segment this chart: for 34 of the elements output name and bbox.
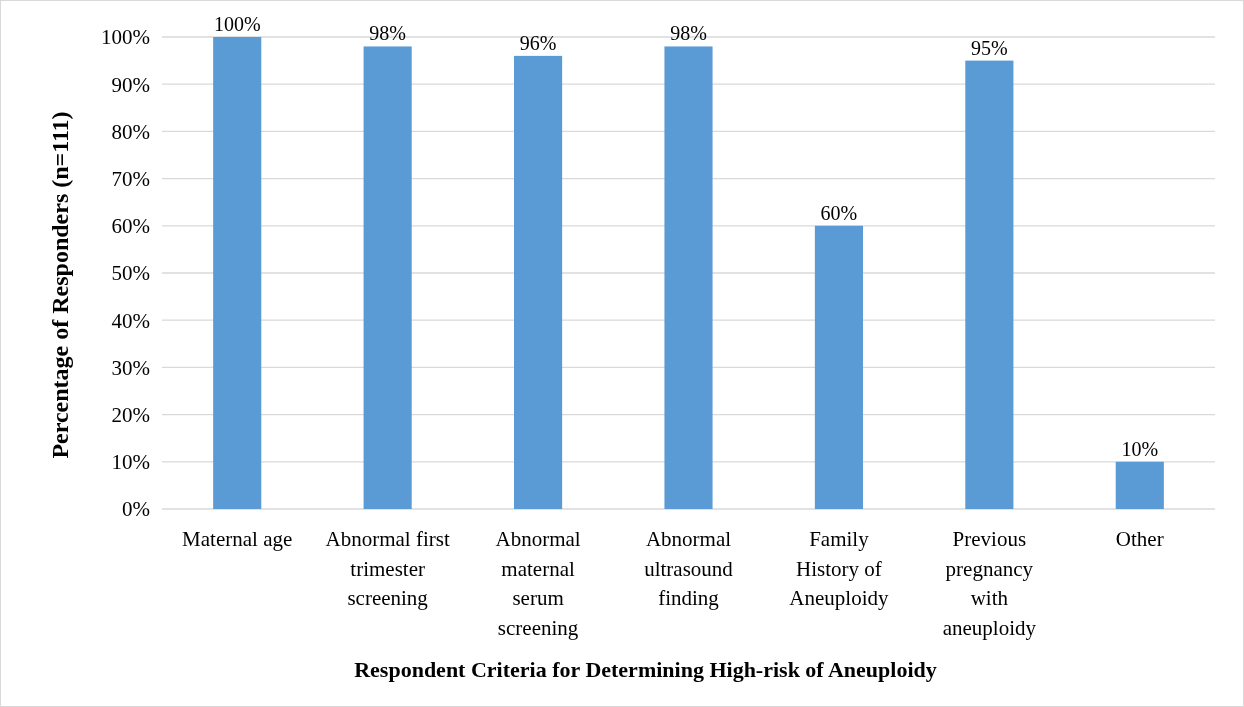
bar [1115,461,1164,509]
bar [965,60,1014,509]
x-tick-label: Maternal age [182,527,293,551]
y-tick-label: 30% [111,355,150,380]
y-tick-label: 50% [111,261,150,286]
x-axis-title: Respondent Criteria for Determining High-risk of Aneuploidy [354,657,937,682]
bar [514,55,563,509]
bar [213,37,262,509]
y-tick-label: 100% [101,25,150,50]
y-tick-label: 80% [111,119,150,144]
y-tick-label: 90% [111,72,150,97]
data-label: 98% [670,22,707,45]
data-label: 98% [369,22,406,45]
data-label: 60% [820,201,858,224]
data-label: 96% [519,31,557,54]
y-tick-label: 0% [122,497,150,522]
y-tick-label: 60% [111,214,150,239]
x-tick-label: Abnormal first trimester screening [325,527,450,610]
x-tick-label: Previous pregnancy with aneuploidy [942,527,1037,640]
data-label: 100% [213,13,261,35]
x-tick-label: Other [1115,527,1164,551]
bar [363,46,412,509]
y-tick-label: 10% [111,450,150,475]
x-tick-label: Abnormal ultrasound finding [644,527,734,610]
x-tick-label: Family History of Aneuploidy [789,527,890,610]
y-tick-label: 20% [111,402,150,427]
y-axis-title: Percentage of Responders (n=111) [47,111,73,459]
bar [814,225,863,509]
y-tick-label: 40% [111,308,150,333]
x-tick-label: Abnormal maternal serum screening [495,527,581,640]
data-label: 10% [1121,437,1159,460]
bar [664,46,713,509]
y-tick-label: 70% [111,166,150,191]
data-label: 95% [971,36,1008,59]
